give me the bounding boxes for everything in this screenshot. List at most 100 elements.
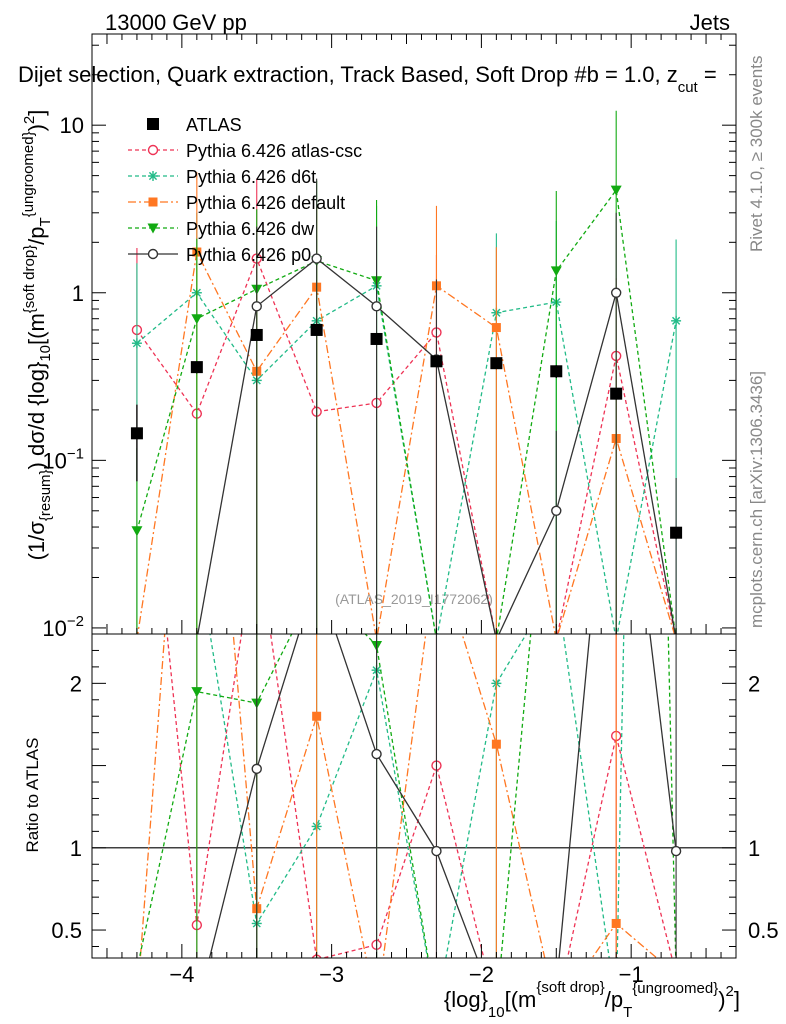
legend-atlascsc-marker bbox=[147, 144, 159, 156]
legend-dw-marker bbox=[147, 223, 159, 234]
atlascsc-main-line bbox=[136, 256, 676, 634]
ylabel-c: [(m bbox=[24, 313, 49, 345]
mcplots-label: mcplots.cern.ch [arXiv:1306.3436] bbox=[747, 371, 766, 628]
p0-main-point bbox=[551, 505, 562, 516]
main-y-tick-base: 1 bbox=[72, 281, 84, 306]
p0-ratio-point bbox=[251, 763, 262, 775]
atlascsc-main-point bbox=[552, 635, 561, 644]
atlas-main-point bbox=[250, 328, 263, 341]
main-y-tick-exp: −2 bbox=[67, 613, 84, 630]
p0-main-line bbox=[197, 257, 676, 634]
main-title-tail: = bbox=[698, 62, 717, 87]
atlas-main-point bbox=[670, 526, 683, 539]
xlabel-a: {log} bbox=[444, 987, 488, 1012]
legend-d6t-marker bbox=[148, 171, 158, 181]
xlabel-c-sup: {ungroomed} bbox=[632, 980, 718, 997]
xlabel-d-sup: 2 bbox=[726, 983, 734, 1000]
ratio-y-tick-label: 2 bbox=[70, 671, 82, 696]
dw-main-point bbox=[610, 185, 622, 196]
atlas-main-point bbox=[370, 332, 383, 345]
p0-ratio-point bbox=[670, 845, 682, 857]
ratio-y-tick-label-right: 0.5 bbox=[748, 918, 779, 943]
legend-dw-label: Pythia 6.426 dw bbox=[186, 219, 315, 239]
main-title-suffix: = 1.0, z bbox=[599, 62, 678, 87]
default-main-point bbox=[491, 323, 501, 333]
default-ratio-point bbox=[312, 711, 322, 721]
main-y-tick-label: 1 bbox=[72, 281, 84, 306]
p0-main-point bbox=[371, 301, 382, 312]
default-ratio-point bbox=[552, 1004, 561, 1013]
dw-main-point bbox=[550, 266, 562, 277]
rivet-label: Rivet 4.1.0, ≥ 300k events bbox=[747, 56, 766, 252]
atlas-main-point bbox=[190, 361, 203, 374]
x-tick-label: −1 bbox=[619, 962, 644, 987]
p0-main-point bbox=[251, 301, 262, 312]
atlas-main-point bbox=[430, 355, 443, 368]
main-y-tick-exp: −1 bbox=[67, 445, 84, 462]
main-y-tick-label: 10−1 bbox=[42, 445, 84, 473]
default-main-line bbox=[137, 249, 676, 634]
xlabel-d: ) bbox=[718, 987, 725, 1012]
d6t-ratio-point bbox=[431, 1004, 441, 1014]
dw-main-line bbox=[136, 188, 676, 634]
main-title-main: Dijet selection, Quark extraction, Track… bbox=[18, 62, 599, 87]
p0-ratio-point bbox=[431, 845, 442, 857]
legend-p0-label: Pythia 6.426 p0 bbox=[186, 245, 311, 265]
atlas-main-point bbox=[610, 387, 623, 400]
ylabel-b-sub: 10 bbox=[37, 345, 54, 362]
atlas-main-point bbox=[310, 323, 323, 336]
p0-ratio-point bbox=[192, 1004, 201, 1013]
ylabel-d-sub: T bbox=[37, 217, 54, 226]
xlabel-c: /p bbox=[605, 987, 623, 1012]
d6t-ratio-line bbox=[209, 634, 625, 958]
default-ratio-point bbox=[672, 970, 681, 979]
atlascsc-ratio-point bbox=[552, 1004, 561, 1013]
ratio-y-tick-label-right: 2 bbox=[748, 671, 760, 696]
x-axis-label: {log}10[(m{soft drop}/pT{ungroomed})2] bbox=[444, 979, 740, 1021]
dw-ratio-point bbox=[191, 687, 203, 698]
xlabel-a-sub: 10 bbox=[488, 1004, 505, 1021]
p0-main-point bbox=[311, 253, 322, 264]
dw-ratio-point bbox=[671, 970, 682, 980]
xlabel-b-sup: {soft drop} bbox=[536, 979, 604, 996]
ratio-y-axis-label: Ratio to ATLAS bbox=[23, 738, 42, 853]
analysis-watermark: (ATLAS_2019_I1772062) bbox=[335, 591, 493, 607]
atlas-main-point bbox=[490, 357, 503, 370]
xlabel-e: ] bbox=[734, 987, 740, 1012]
ratio-panel-frame bbox=[91, 633, 737, 959]
atlas-main-point bbox=[130, 427, 143, 440]
main-y-tick-base: 10 bbox=[42, 448, 66, 473]
atlas-main-point bbox=[550, 365, 563, 378]
main-y-tick-base: 10 bbox=[60, 113, 84, 138]
ylabel-d: /p bbox=[24, 226, 49, 244]
ratio-y-tick-label-right: 1 bbox=[748, 836, 760, 861]
default-ratio-line bbox=[139, 634, 658, 958]
legend-d6t-label: Pythia 6.426 d6t bbox=[186, 167, 316, 187]
ylabel-e: ) bbox=[24, 124, 49, 131]
atlascsc-ratio-point bbox=[672, 970, 681, 979]
default-ratio-point bbox=[372, 1004, 381, 1013]
ratio-y-tick-label: 0.5 bbox=[51, 918, 82, 943]
header-right: Jets bbox=[690, 10, 730, 35]
xlabel-b: [(m bbox=[505, 987, 537, 1012]
p0-ratio-point bbox=[371, 748, 382, 760]
main-y-tick-label: 10 bbox=[60, 113, 84, 138]
ylabel-d-sup: {ungroomed} bbox=[20, 131, 37, 217]
ylabel-b: ) dσ/d {log} bbox=[24, 362, 49, 470]
d6t-main-line bbox=[136, 284, 677, 634]
legend-atlas-label: ATLAS bbox=[186, 115, 242, 135]
main-y-axis-label: (1/σ{resum}) dσ/d {log}10[(m{soft drop}/… bbox=[20, 110, 54, 561]
legend-default-label: Pythia 6.426 default bbox=[186, 193, 345, 213]
x-tick-label: −4 bbox=[169, 962, 194, 987]
main-title-sub: cut bbox=[678, 79, 699, 96]
default-ratio-point bbox=[491, 739, 501, 749]
d6t-main-point bbox=[131, 338, 142, 349]
dw-main-point bbox=[131, 526, 143, 537]
ylabel-c-sup: {soft drop} bbox=[21, 245, 38, 313]
default-main-point bbox=[552, 635, 561, 644]
dw-ratio-point bbox=[131, 965, 142, 975]
legend-p0-marker bbox=[147, 248, 159, 260]
main-y-tick-label: 10−2 bbox=[42, 613, 84, 641]
ylabel-f: ] bbox=[24, 110, 49, 116]
